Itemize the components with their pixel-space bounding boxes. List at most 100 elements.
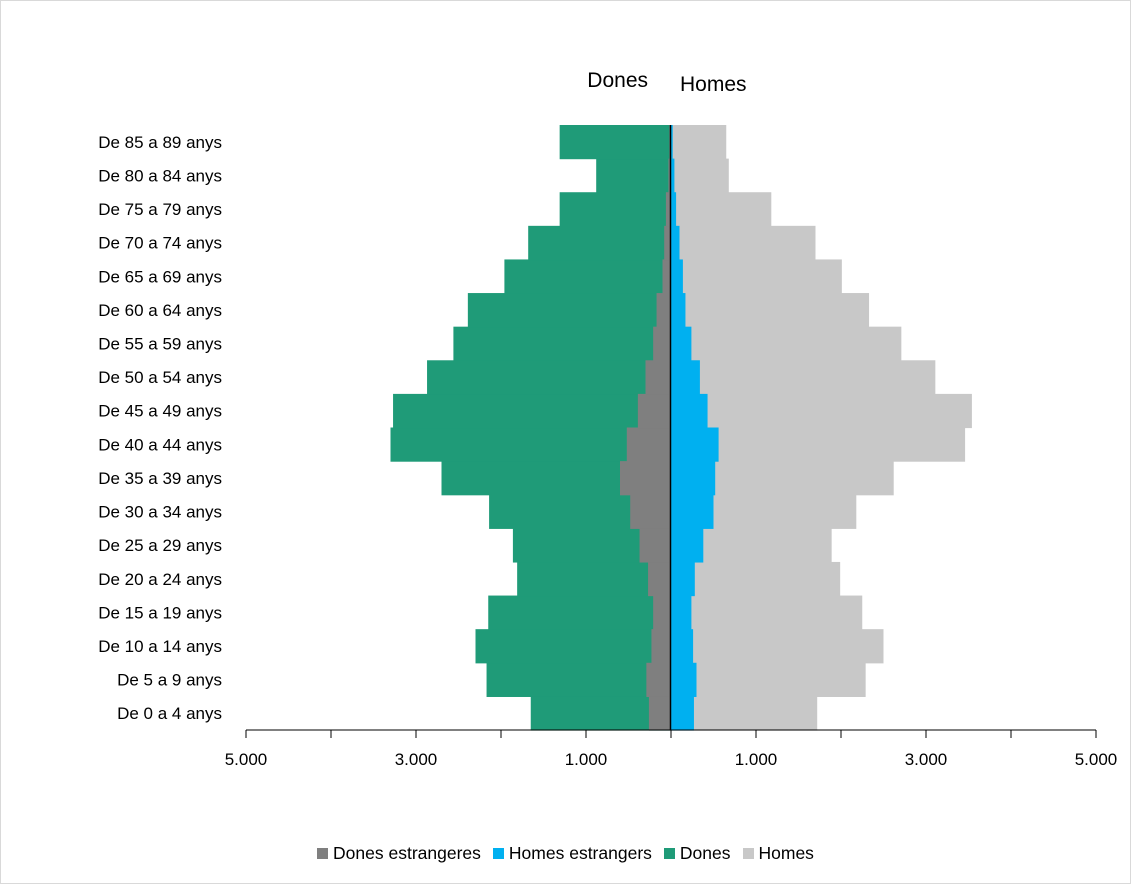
bar-dones	[528, 225, 671, 261]
category-label: De 60 a 64 anys	[98, 301, 222, 320]
category-label: De 55 a 59 anys	[98, 334, 222, 353]
legend-label: Dones	[679, 843, 731, 863]
bars-group	[390, 125, 972, 731]
bar-homes	[670, 360, 936, 395]
category-label: De 15 a 19 anys	[98, 603, 222, 622]
legend-swatch	[492, 848, 504, 859]
bar-homes-estrangers	[670, 595, 692, 630]
bar-homes-estrangers	[670, 225, 680, 261]
bar-dones-estrangeres	[651, 629, 671, 664]
bar-homes-estrangers	[670, 629, 694, 664]
category-label: De 30 a 34 anys	[98, 503, 222, 522]
category-labels: De 0 a 4 anys De 5 a 9 anys De 10 a 14 any…	[98, 133, 222, 723]
bar-dones-estrangeres	[668, 158, 671, 193]
legend-label: Homes	[758, 843, 814, 863]
legend-swatch	[663, 848, 675, 859]
x-tick-label: 1.000	[735, 750, 778, 769]
bar-homes	[670, 225, 816, 261]
legend-item-dones: Dones	[663, 843, 731, 864]
bar-homes-estrangers	[670, 125, 673, 160]
category-label: De 80 a 84 anys	[98, 166, 222, 185]
bar-dones	[596, 158, 671, 193]
bar-dones	[453, 326, 671, 361]
legend-item-homes: Homes	[742, 843, 814, 864]
bar-homes-estrangers	[670, 662, 697, 697]
bar-homes-estrangers	[670, 259, 683, 294]
bar-dones-estrangeres	[653, 326, 671, 361]
category-label: De 40 a 44 anys	[98, 435, 222, 454]
category-label: De 25 a 29 anys	[98, 536, 222, 555]
bar-dones	[393, 393, 671, 429]
category-label: De 50 a 54 anys	[98, 368, 222, 387]
bar-homes	[670, 293, 870, 328]
bar-dones-estrangeres	[664, 225, 671, 261]
category-label: De 65 a 69 anys	[98, 267, 222, 286]
bar-dones	[427, 360, 671, 395]
right-side-label: Homes	[680, 73, 747, 96]
bar-dones-estrangeres	[656, 293, 671, 328]
category-label: De 35 a 39 anys	[98, 469, 222, 488]
bar-homes	[670, 192, 772, 227]
bar-dones-estrangeres	[637, 393, 671, 429]
bar-homes	[670, 595, 863, 630]
bar-homes-estrangers	[670, 192, 677, 227]
bar-dones	[530, 696, 671, 731]
bar-dones-estrangeres	[653, 595, 671, 630]
bar-homes-estrangers	[670, 293, 686, 328]
bar-homes	[670, 326, 902, 361]
category-label: De 10 a 14 anys	[98, 637, 222, 656]
bar-dones-estrangeres	[630, 494, 671, 529]
bar-homes	[670, 561, 841, 597]
category-label: De 45 a 49 anys	[98, 402, 222, 421]
bar-dones	[486, 662, 671, 697]
bar-homes	[670, 393, 972, 429]
bar-homes	[670, 427, 966, 462]
bar-homes-estrangers	[670, 393, 708, 429]
bar-dones	[504, 259, 671, 294]
bar-homes-estrangers	[670, 158, 675, 193]
x-tick-label: 5.000	[225, 750, 268, 769]
bar-homes	[670, 158, 729, 193]
bar-homes-estrangers	[670, 427, 719, 462]
bar-dones	[488, 595, 671, 630]
bar-homes-estrangers	[670, 326, 692, 361]
x-tick-label: 3.000	[905, 750, 948, 769]
bar-dones-estrangeres	[648, 696, 671, 731]
bar-dones-estrangeres	[646, 662, 671, 697]
bar-dones-estrangeres	[645, 360, 671, 395]
x-tick-label: 1.000	[565, 750, 608, 769]
bar-homes-estrangers	[670, 561, 695, 597]
bar-dones	[517, 561, 671, 597]
legend-label: Dones estrangeres	[333, 843, 481, 863]
bar-dones-estrangeres	[662, 259, 671, 294]
bar-homes	[670, 662, 866, 697]
legend-item-dones-estrangeres: Dones estrangeres	[317, 843, 481, 864]
legend-label: Homes estrangers	[508, 843, 652, 863]
legend-swatch	[742, 848, 754, 859]
x-axis: 5.000 3.000 1.000 1.000 3.000 5.000	[225, 729, 1118, 769]
bar-dones	[475, 629, 671, 664]
legend-swatch	[317, 848, 329, 859]
x-tick-label: 3.000	[395, 750, 438, 769]
category-label: De 70 a 74 anys	[98, 234, 222, 253]
x-tick-label: 5.000	[1075, 750, 1118, 769]
category-label: De 20 a 24 anys	[98, 570, 222, 589]
bar-homes	[670, 629, 884, 664]
bar-dones	[467, 293, 671, 328]
bar-homes-estrangers	[670, 461, 716, 496]
bar-dones	[559, 192, 671, 227]
bar-homes-estrangers	[670, 528, 704, 563]
bar-dones-estrangeres	[648, 561, 671, 597]
bar-dones	[559, 125, 671, 160]
bar-dones-estrangeres	[626, 427, 671, 462]
bar-homes-estrangers	[670, 696, 694, 731]
bar-homes	[670, 125, 727, 160]
bar-homes	[670, 696, 818, 731]
legend-item-homes-estrangers: Homes estrangers	[492, 843, 652, 864]
bar-dones-estrangeres	[665, 192, 671, 227]
left-side-label: Dones	[587, 69, 648, 92]
bar-homes	[670, 259, 842, 294]
bar-homes-estrangers	[670, 494, 714, 529]
legend: Dones estrangeres Homes estrangers Dones…	[0, 843, 1131, 864]
